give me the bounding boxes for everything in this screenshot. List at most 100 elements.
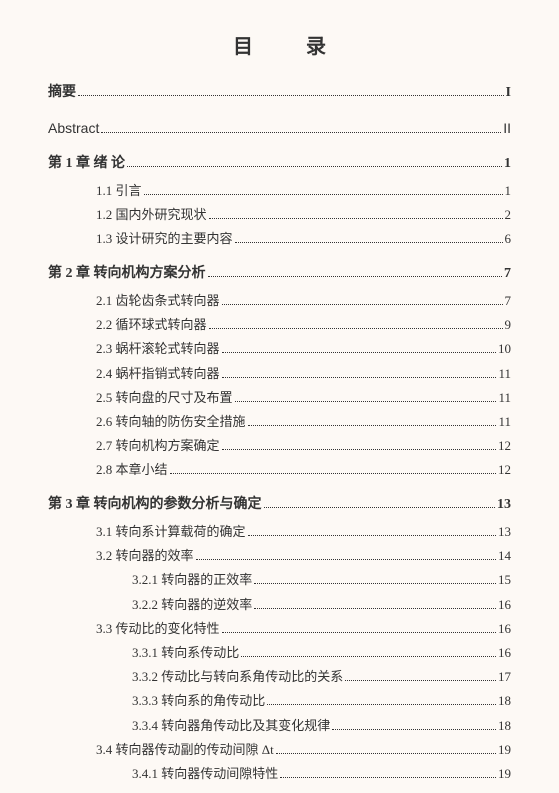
toc-entry: 1.2 国内外研究现状 2 <box>48 206 511 224</box>
toc-leader-dots <box>222 449 496 450</box>
toc-label: 2.4 蜗杆指销式转向器 <box>96 365 220 383</box>
toc-entry: 2.3 蜗杆滚轮式转向器 10 <box>48 340 511 358</box>
toc-entry: 3.2.1 转向器的正效率 15 <box>48 571 511 589</box>
toc-entry: 3.2.2 转向器的逆效率 16 <box>48 596 511 614</box>
toc-entry: 2.6 转向轴的防伤安全措施 11 <box>48 413 511 431</box>
toc-label: 第 3 章 转向机构的参数分析与确定 <box>48 495 262 515</box>
toc-label: 3.3.2 传动比与转向系角传动比的关系 <box>132 668 343 686</box>
toc-entry: 2.7 转向机构方案确定 12 <box>48 437 511 455</box>
toc-label: 2.5 转向盘的尺寸及布置 <box>96 389 233 407</box>
toc-entry: 3.2 转向器的效率 14 <box>48 547 511 565</box>
toc-entry: 3.1 转向系计算载荷的确定 13 <box>48 523 511 541</box>
toc-entry: 3.3.3 转向系的角传动比 18 <box>48 692 511 710</box>
toc-entry: 2.4 蜗杆指销式转向器 11 <box>48 365 511 383</box>
toc-label: 3.3.4 转向器角传动比及其变化规律 <box>132 717 330 735</box>
toc-entry: 第 2 章 转向机构方案分析 7 <box>48 264 511 284</box>
toc-entry: 3.3.1 转向系传动比 16 <box>48 644 511 662</box>
toc-leader-dots <box>127 166 502 167</box>
toc-leader-dots <box>196 559 496 560</box>
toc-entry: 第 3 章 转向机构的参数分析与确定13 <box>48 495 511 515</box>
toc-label: 2.6 转向轴的防伤安全措施 <box>96 413 246 431</box>
toc-leader-dots <box>241 656 496 657</box>
toc-label: 3.1 转向系计算载荷的确定 <box>96 523 246 541</box>
toc-entry: 摘要 I <box>48 83 511 103</box>
toc-label: 2.1 齿轮齿条式转向器 <box>96 292 220 310</box>
toc-label: 1.3 设计研究的主要内容 <box>96 230 233 248</box>
toc-page-number: 9 <box>505 316 512 334</box>
toc-page-number: 19 <box>498 741 511 759</box>
toc-leader-dots <box>254 583 496 584</box>
toc-label: 1.2 国内外研究现状 <box>96 206 207 224</box>
toc-leader-dots <box>248 535 496 536</box>
toc-page-number: II <box>503 119 511 139</box>
toc-entry: 3.3 传动比的变化特性 16 <box>48 620 511 638</box>
toc-leader-dots <box>332 729 496 730</box>
toc-leader-dots <box>264 507 496 508</box>
toc-page-number: 12 <box>498 437 511 455</box>
toc-leader-dots <box>222 377 497 378</box>
toc-leader-dots <box>101 132 501 133</box>
toc-page-number: 7 <box>505 292 512 310</box>
toc-page-number: 18 <box>498 717 511 735</box>
toc-label: 第 2 章 转向机构方案分析 <box>48 264 206 284</box>
toc-page-number: 17 <box>498 668 511 686</box>
toc-entry: 2.5 转向盘的尺寸及布置 11 <box>48 389 511 407</box>
toc-label: 摘要 <box>48 83 76 103</box>
toc-entry: Abstract II <box>48 119 511 139</box>
toc-leader-dots <box>276 753 496 754</box>
toc-page-number: 18 <box>498 692 511 710</box>
toc-page-number: 11 <box>498 413 511 431</box>
toc-label: 2.2 循环球式转向器 <box>96 316 207 334</box>
toc-entry: 3.4 转向器传动副的传动间隙 Δt 19 <box>48 741 511 759</box>
toc-leader-dots <box>345 680 496 681</box>
toc-page-number: 11 <box>498 365 511 383</box>
toc-label: 3.3.3 转向系的角传动比 <box>132 692 265 710</box>
toc-leader-dots <box>208 276 503 277</box>
toc-page-number: 1 <box>505 182 512 200</box>
toc-label: 2.7 转向机构方案确定 <box>96 437 220 455</box>
toc-page-number: 6 <box>505 230 512 248</box>
toc-entry: 2.8 本章小结12 <box>48 461 511 479</box>
toc-page-number: 14 <box>498 547 511 565</box>
page-title: 目 录 <box>48 30 511 59</box>
toc-page-number: 2 <box>505 206 512 224</box>
toc-leader-dots <box>144 194 503 195</box>
toc-page-number: 11 <box>498 389 511 407</box>
toc-leader-dots <box>280 777 496 778</box>
toc-leader-dots <box>235 242 503 243</box>
toc-entry: 第 1 章 绪 论1 <box>48 154 511 174</box>
toc-leader-dots <box>267 704 496 705</box>
toc-label: Abstract <box>48 119 99 139</box>
toc-leader-dots <box>235 401 497 402</box>
toc-page-number: 13 <box>498 523 511 541</box>
toc-page-number: 12 <box>498 461 511 479</box>
toc-label: 3.3.1 转向系传动比 <box>132 644 239 662</box>
toc-page-number: 1 <box>504 154 511 174</box>
toc-entry: 3.3.2 传动比与转向系角传动比的关系 17 <box>48 668 511 686</box>
toc-leader-dots <box>254 608 496 609</box>
toc-page-number: I <box>506 83 511 103</box>
toc-leader-dots <box>222 352 496 353</box>
toc-page-number: 19 <box>498 765 511 783</box>
toc-label: 2.3 蜗杆滚轮式转向器 <box>96 340 220 358</box>
toc-entry: 1.1 引言1 <box>48 182 511 200</box>
toc-label: 3.2.1 转向器的正效率 <box>132 571 252 589</box>
toc-page-number: 16 <box>498 596 511 614</box>
toc-entry: 3.4.1 转向器传动间隙特性 19 <box>48 765 511 783</box>
toc-label: 3.2 转向器的效率 <box>96 547 194 565</box>
toc-entry: 1.3 设计研究的主要内容 6 <box>48 230 511 248</box>
toc-label: 3.3 传动比的变化特性 <box>96 620 220 638</box>
toc-page-number: 16 <box>498 644 511 662</box>
toc-entry: 3.3.4 转向器角传动比及其变化规律 18 <box>48 717 511 735</box>
toc-page-number: 15 <box>498 571 511 589</box>
toc-label: 3.2.2 转向器的逆效率 <box>132 596 252 614</box>
toc-leader-dots <box>170 473 496 474</box>
toc-page-number: 16 <box>498 620 511 638</box>
toc-label: 3.4 转向器传动副的传动间隙 Δt <box>96 741 274 759</box>
toc-entry: 2.1 齿轮齿条式转向器 7 <box>48 292 511 310</box>
toc-page-number: 10 <box>498 340 511 358</box>
toc-leader-dots <box>78 95 504 96</box>
toc-label: 3.4.1 转向器传动间隙特性 <box>132 765 278 783</box>
toc-leader-dots <box>209 328 503 329</box>
toc-page-number: 7 <box>504 264 511 284</box>
